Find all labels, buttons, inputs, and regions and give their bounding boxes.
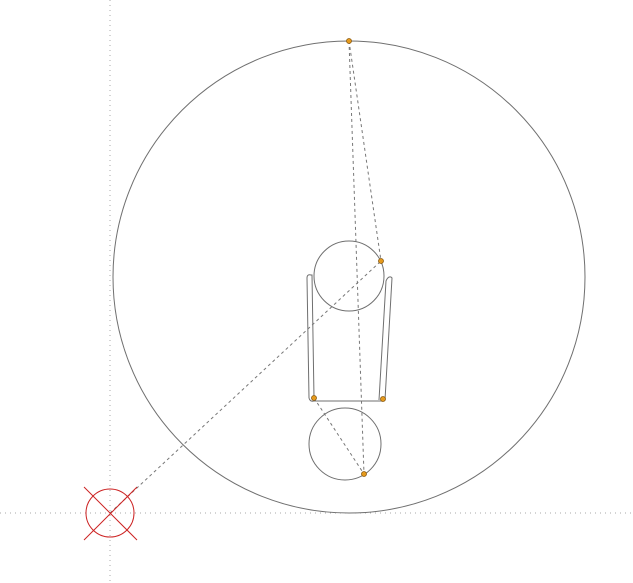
point-right-bottom[interactable] <box>380 396 386 402</box>
point-bottom[interactable] <box>361 471 367 477</box>
upper-small-circle[interactable] <box>313 240 385 312</box>
construction-line-origin-to-upper-right[interactable] <box>109 260 382 514</box>
construction-lines <box>109 40 382 514</box>
construction-line-top-to-bottom[interactable] <box>348 40 365 475</box>
left-post[interactable] <box>306 274 315 399</box>
point-top[interactable] <box>346 38 352 44</box>
right-post[interactable] <box>378 276 393 401</box>
point-left-bottom[interactable] <box>311 395 317 401</box>
constraint-points <box>311 38 386 477</box>
origin-circle <box>85 488 135 538</box>
geometry <box>112 40 586 514</box>
construction-line-top-to-upper-right[interactable] <box>348 40 382 262</box>
origin-cross-b <box>83 486 138 541</box>
large-circle[interactable] <box>112 40 586 514</box>
bottom-bar[interactable] <box>308 397 386 402</box>
origin-marker-icon[interactable] <box>83 486 138 541</box>
lower-small-circle[interactable] <box>308 407 382 481</box>
point-upper-right[interactable] <box>378 258 384 264</box>
